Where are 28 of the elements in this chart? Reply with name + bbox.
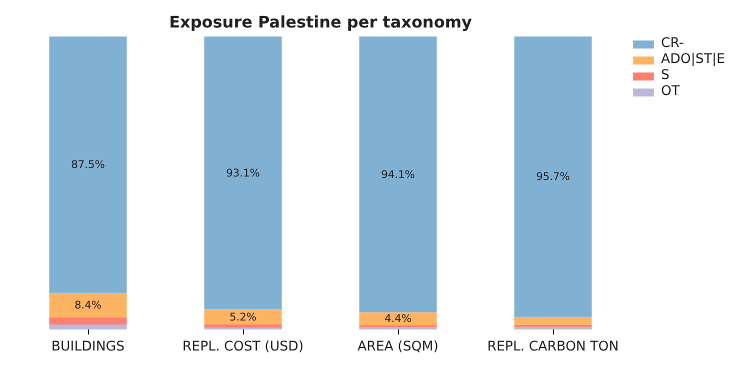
data-label: 87.5% bbox=[71, 158, 105, 172]
legend-label: S bbox=[661, 68, 670, 83]
legend-label: ADO|ST|E bbox=[661, 52, 725, 67]
bar bbox=[49, 292, 127, 318]
x-tick-label: BUILDINGS bbox=[51, 340, 125, 354]
bar bbox=[204, 309, 282, 325]
x-tick-label: AREA (SQM) bbox=[358, 340, 439, 354]
chart-title: Exposure Palestine per taxonomy bbox=[169, 12, 472, 32]
data-label: 5.2% bbox=[229, 310, 257, 324]
bar bbox=[204, 36, 282, 310]
bar bbox=[514, 316, 592, 325]
bar bbox=[204, 324, 282, 328]
bar bbox=[359, 312, 437, 326]
bar bbox=[514, 326, 592, 330]
x-tick-label: REPL. CARBON TON bbox=[487, 340, 619, 354]
bar bbox=[359, 36, 437, 312]
data-label: 4.4% bbox=[384, 312, 412, 326]
data-label: 93.1% bbox=[226, 166, 260, 180]
bar bbox=[514, 36, 592, 317]
x-tick-label: REPL. COST (USD) bbox=[182, 340, 304, 354]
bar bbox=[49, 317, 127, 325]
legend-label: CR- bbox=[661, 36, 684, 51]
data-label: 95.7% bbox=[536, 170, 570, 184]
legend-label: OT bbox=[661, 84, 681, 99]
data-label: 94.1% bbox=[381, 168, 415, 181]
data-label: 8.4% bbox=[74, 298, 102, 312]
bar bbox=[49, 36, 127, 293]
bar bbox=[49, 324, 127, 330]
